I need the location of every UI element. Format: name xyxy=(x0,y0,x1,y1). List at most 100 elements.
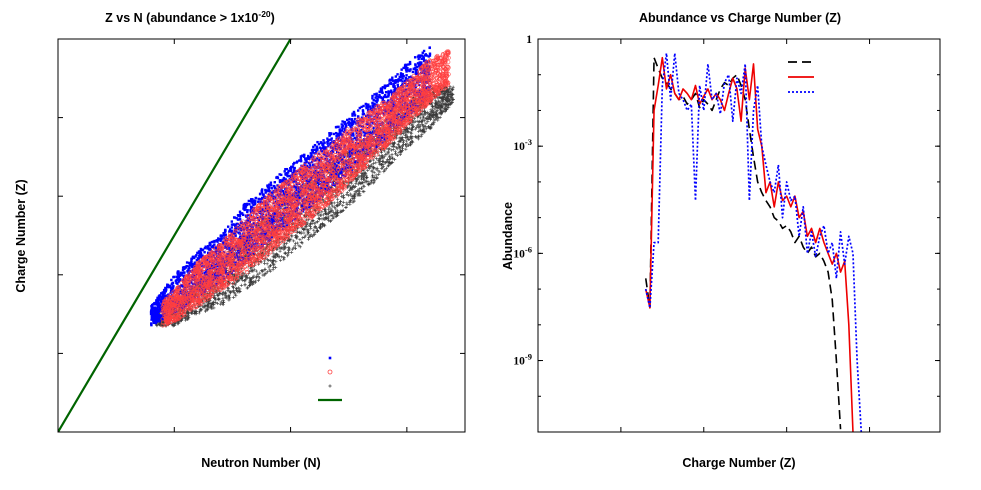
no-beta-decay-point xyxy=(274,260,278,264)
no-beta-decay-point xyxy=(327,212,331,216)
no-beta-decay-point xyxy=(265,257,270,262)
beta-decay-100s-point xyxy=(413,56,417,59)
no-beta-decay-point xyxy=(280,246,284,250)
beta-decay-100s-point xyxy=(428,52,432,55)
no-beta-decay-point xyxy=(198,308,202,312)
no-beta-decay-point xyxy=(355,188,360,192)
beta-decay-100s-point xyxy=(414,71,417,75)
no-beta-decay-point xyxy=(336,200,340,204)
no-beta-decay-point xyxy=(424,127,428,131)
no-beta-decay-point xyxy=(285,242,289,246)
no-beta-decay-point xyxy=(306,237,311,241)
no-beta-decay-point xyxy=(422,130,426,134)
no-beta-decay-point xyxy=(416,134,421,139)
no-beta-decay-point xyxy=(283,251,287,255)
no-beta-decay-point xyxy=(376,169,380,173)
no-beta-decay-point xyxy=(327,205,331,209)
no-beta-decay-point xyxy=(404,139,408,143)
no-beta-decay-point xyxy=(318,225,322,229)
no-beta-decay-point xyxy=(218,302,222,306)
no-beta-decay-point xyxy=(349,192,353,196)
no-beta-decay-point xyxy=(379,163,383,167)
beta-decay-100s-point xyxy=(250,206,253,209)
no-beta-decay-point xyxy=(299,231,303,236)
beta-decay-100s-point xyxy=(257,200,260,203)
no-beta-decay-point xyxy=(231,295,236,299)
no-beta-decay-point xyxy=(287,248,291,252)
no-beta-decay-point xyxy=(408,143,412,147)
no-beta-decay-point xyxy=(217,293,221,297)
no-beta-decay-point xyxy=(216,297,220,301)
no-beta-decay-point xyxy=(213,296,217,300)
no-beta-decay-point xyxy=(388,162,392,166)
no-beta-decay-point xyxy=(222,290,226,294)
no-beta-decay-point xyxy=(436,116,440,120)
no-beta-decay-point xyxy=(266,270,270,274)
no-beta-decay-point xyxy=(393,149,397,154)
no-beta-decay-point xyxy=(366,179,370,184)
no-beta-decay-point xyxy=(451,85,455,89)
no-beta-decay-point xyxy=(217,291,221,295)
no-beta-decay-point xyxy=(204,309,208,313)
no-beta-decay-point xyxy=(250,275,254,279)
no-beta-decay-point xyxy=(404,131,408,135)
no-beta-decay-point xyxy=(434,101,438,105)
no-beta-decay-point xyxy=(378,170,382,174)
no-beta-decay-point xyxy=(268,258,272,262)
beta-decay-100s-point xyxy=(316,140,319,144)
no-beta-decay-point xyxy=(391,156,395,161)
no-beta-decay-point xyxy=(349,181,354,185)
no-beta-decay-point xyxy=(371,173,375,177)
no-beta-decay-point xyxy=(313,230,317,235)
beta-decay-100s-point xyxy=(230,220,234,223)
no-beta-decay-point xyxy=(361,184,366,188)
no-beta-decay-point xyxy=(426,119,430,124)
no-beta-decay-point xyxy=(351,185,355,189)
beta-decay-100s-point xyxy=(371,97,374,100)
no-beta-decay-point xyxy=(410,139,414,143)
no-beta-decay-point xyxy=(363,180,367,184)
no-beta-decay-point xyxy=(313,225,317,229)
beta-decay-100s-point xyxy=(269,181,273,184)
no-beta-decay-point xyxy=(387,163,391,168)
no-beta-decay-point xyxy=(386,164,390,168)
beta-decay-100s-point xyxy=(241,213,245,217)
no-beta-decay-point xyxy=(286,245,290,250)
beta-decay-100s-point xyxy=(361,113,365,116)
no-beta-decay-point xyxy=(246,285,250,290)
beta-decay-100s-point xyxy=(273,181,276,184)
no-beta-decay-point xyxy=(319,213,323,217)
no-beta-decay-point xyxy=(190,311,194,315)
no-beta-decay-point xyxy=(407,126,412,130)
no-beta-decay-point xyxy=(389,148,393,152)
no-beta-decay-point xyxy=(376,158,380,162)
no-beta-decay-point xyxy=(384,166,388,171)
no-beta-decay-point xyxy=(415,124,419,128)
no-beta-decay-point xyxy=(338,201,342,205)
no-beta-decay-point xyxy=(295,241,299,245)
no-beta-decay-point xyxy=(372,170,376,175)
no-beta-decay-point xyxy=(231,288,235,292)
no-beta-decay-point xyxy=(375,157,379,161)
no-beta-decay-point xyxy=(436,105,441,109)
beta-decay-100s-point xyxy=(247,199,251,203)
no-beta-decay-point xyxy=(328,219,332,223)
no-beta-decay-point xyxy=(256,272,260,276)
no-beta-decay-point xyxy=(414,135,418,139)
no-beta-decay-point xyxy=(238,287,242,291)
no-beta-decay-point xyxy=(435,108,439,112)
no-beta-decay-point xyxy=(312,222,316,226)
no-beta-decay-point xyxy=(271,262,275,267)
no-beta-decay-point xyxy=(294,235,298,239)
no-beta-decay-point xyxy=(276,255,280,259)
no-beta-decay-point xyxy=(220,293,225,297)
no-beta-decay-point xyxy=(439,96,443,101)
no-beta-decay-point xyxy=(341,204,345,208)
beta-decay-100s-point xyxy=(150,303,154,307)
beta-decay-100s-point xyxy=(195,253,198,257)
no-beta-decay-point xyxy=(320,222,324,226)
no-beta-decay-point xyxy=(291,247,295,251)
beta-decay-100s-point xyxy=(254,196,258,200)
beta-decay-100s-point xyxy=(375,92,378,95)
